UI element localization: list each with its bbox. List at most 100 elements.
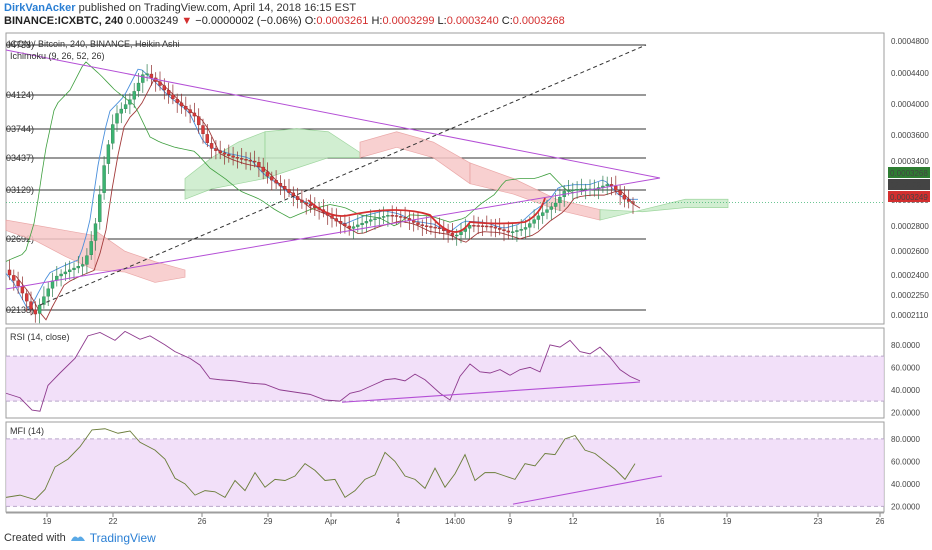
- candle-body: [145, 73, 149, 75]
- horizontal-level-label: 02692): [6, 234, 34, 244]
- candle-body: [412, 220, 416, 223]
- time-tick-label: 19: [723, 517, 732, 526]
- candle-body: [119, 108, 124, 114]
- candle-body: [377, 217, 381, 219]
- candle-body: [502, 229, 506, 232]
- price-tick-label: 0.0002800: [891, 222, 929, 231]
- candle-body: [33, 309, 37, 315]
- candle-body: [123, 104, 128, 109]
- candle-body: [80, 264, 85, 267]
- horizontal-level-label: 03437): [6, 153, 34, 163]
- price-badge-label: 0.0003268: [890, 169, 928, 178]
- candle-body: [605, 184, 609, 187]
- candle-body: [558, 196, 562, 203]
- candle-body: [179, 102, 184, 107]
- candle-body: [205, 134, 210, 143]
- price-badge: [888, 191, 930, 202]
- price-tick-label: 0.0002600: [891, 247, 929, 256]
- mfi-line: [5, 428, 636, 501]
- candle-body: [627, 199, 631, 202]
- candle-body: [132, 91, 136, 100]
- rsi-tick-label: 80.0000: [891, 341, 920, 350]
- tradingview-logo-icon: [70, 536, 85, 541]
- down-arrow-icon: ▼: [181, 15, 193, 27]
- time-tick-label: 9: [508, 517, 513, 526]
- price-tick-label: 0.0002250: [891, 291, 929, 300]
- candle-body: [489, 225, 493, 228]
- candle-body: [579, 188, 584, 191]
- candle-body: [347, 225, 351, 229]
- candle-body: [196, 116, 201, 126]
- candle-body: [455, 234, 459, 237]
- candle-body: [29, 301, 33, 310]
- candle-body: [115, 113, 119, 124]
- candle-body: [85, 255, 89, 265]
- candle-body: [261, 166, 265, 172]
- candle-body: [149, 73, 154, 78]
- ichimoku-label: Ichimoku (9, 26, 52, 26): [10, 51, 105, 61]
- price-tick-label: 0.0003600: [891, 131, 929, 140]
- candle-body: [476, 225, 480, 227]
- candle-body: [584, 188, 588, 191]
- candle-body: [515, 230, 519, 232]
- candle-body: [351, 226, 356, 229]
- candle-body: [102, 165, 106, 193]
- horizontal-level-label: 04738): [6, 40, 34, 50]
- candle-body: [394, 215, 399, 217]
- candle-body: [222, 152, 227, 155]
- candle-body: [50, 280, 55, 289]
- candle-body: [519, 229, 523, 231]
- candle-body: [467, 225, 472, 229]
- lower-trendline: [5, 177, 661, 290]
- price-badge-label: 02:44:28: [890, 181, 922, 190]
- candle-body: [209, 143, 214, 149]
- price-badge: [888, 179, 930, 190]
- horizontal-level-label: 02135): [6, 305, 34, 315]
- symbol-label: BINANCE:ICXBTC, 240: [4, 15, 124, 27]
- author-link[interactable]: DirkVanAcker: [4, 2, 76, 14]
- candle-body: [420, 224, 424, 226]
- dashed-trendline: [39, 44, 647, 306]
- candle-body: [16, 280, 20, 287]
- tradingview-brand[interactable]: TradingView: [89, 531, 156, 545]
- candle-body: [437, 227, 442, 229]
- kumo-bear-segment: [94, 229, 186, 283]
- mfi-trendline: [512, 475, 663, 505]
- candle-body: [184, 106, 188, 110]
- candle-body: [25, 293, 29, 302]
- candle-body: [386, 215, 390, 217]
- candle-body: [274, 180, 278, 184]
- symbol-header: BINANCE:ICXBTC, 240 0.0003249 ▼ −0.00000…: [4, 15, 565, 27]
- candle-body: [244, 159, 248, 161]
- price-change: −0.0000002 (−0.06%): [195, 15, 302, 27]
- candle-body: [403, 217, 407, 219]
- support-curve: [307, 197, 546, 233]
- candle-body: [218, 150, 222, 153]
- kumo-bull-segment: [599, 198, 729, 221]
- candle-body: [12, 275, 16, 281]
- candle-body: [231, 155, 235, 158]
- candle-body: [162, 85, 167, 91]
- candle-body: [369, 219, 373, 222]
- candle-body: [510, 231, 515, 233]
- candle-body: [549, 206, 553, 210]
- candle-body: [141, 74, 145, 83]
- candle-body: [227, 154, 231, 156]
- upper-trendline: [5, 49, 661, 179]
- rsi-tick-label: 60.0000: [891, 363, 920, 372]
- time-tick-label: 16: [656, 517, 665, 526]
- candle-body: [618, 190, 622, 195]
- candle-body: [63, 271, 68, 275]
- candle-body: [498, 228, 502, 230]
- candle-body: [287, 189, 291, 193]
- candle-body: [166, 90, 171, 95]
- time-tick-label: 26: [876, 517, 885, 526]
- time-tick-label: Apr: [325, 517, 338, 526]
- candle-body: [381, 216, 386, 218]
- candle-body: [553, 202, 558, 207]
- candle-body: [265, 171, 270, 177]
- candle-body: [59, 273, 63, 277]
- candle-body: [338, 221, 343, 224]
- candle-body: [72, 267, 76, 270]
